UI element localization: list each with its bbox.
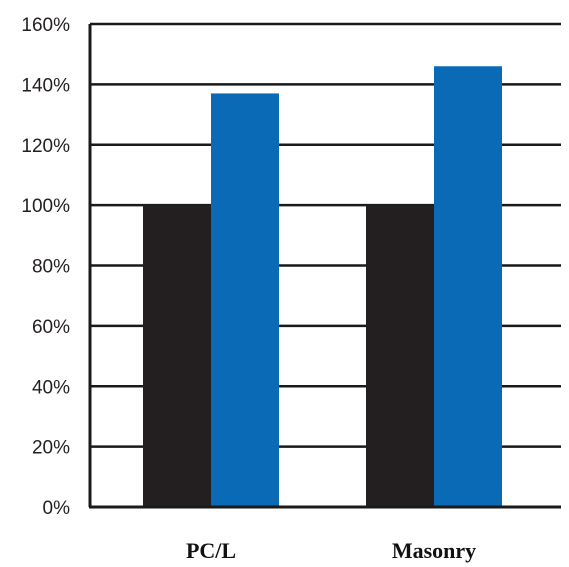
bars bbox=[143, 66, 502, 508]
bar-pc-l-series-2 bbox=[211, 93, 279, 508]
y-axis-tick-labels: 0% 20% 40% 60% 80% 100% 120% 140% 160% bbox=[21, 15, 70, 519]
y-tick-label: 140% bbox=[21, 75, 70, 96]
plot-frame bbox=[88, 22, 561, 509]
y-tick-label: 20% bbox=[32, 438, 70, 459]
bar-pc-l-series-1 bbox=[143, 205, 211, 507]
y-tick-label: 0% bbox=[43, 498, 71, 519]
x-category-label: PC/L bbox=[186, 538, 236, 563]
x-axis-category-labels: PC/L Masonry bbox=[186, 538, 476, 563]
bar-masonry-series-2 bbox=[434, 66, 502, 507]
x-category-label: Masonry bbox=[392, 538, 476, 563]
y-tick-label: 40% bbox=[32, 377, 70, 398]
bar-masonry-series-1 bbox=[366, 205, 434, 507]
y-tick-label: 160% bbox=[21, 15, 70, 36]
y-tick-label: 60% bbox=[32, 317, 70, 338]
y-tick-label: 80% bbox=[32, 257, 70, 278]
y-tick-label: 120% bbox=[21, 136, 70, 157]
y-tick-label: 100% bbox=[21, 196, 70, 217]
